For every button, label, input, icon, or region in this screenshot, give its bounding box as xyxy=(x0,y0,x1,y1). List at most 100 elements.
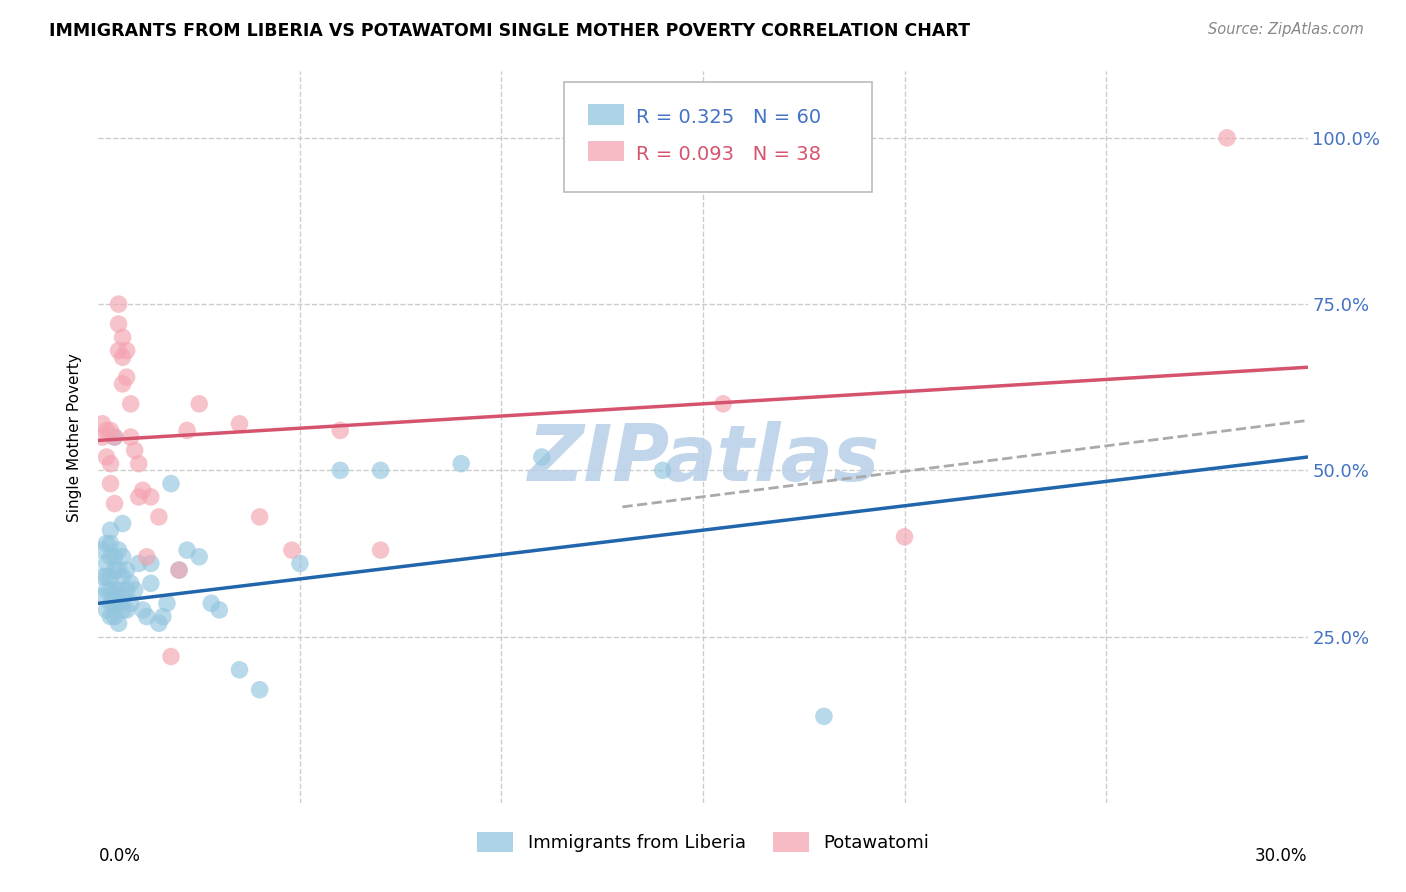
Point xyxy=(103,430,125,444)
Point xyxy=(111,590,134,604)
Point xyxy=(115,603,138,617)
Text: R = 0.325   N = 60: R = 0.325 N = 60 xyxy=(637,108,821,127)
Point xyxy=(107,297,129,311)
Point xyxy=(120,576,142,591)
Point xyxy=(176,543,198,558)
Legend: Immigrants from Liberia, Potawatomi: Immigrants from Liberia, Potawatomi xyxy=(470,825,936,860)
Point xyxy=(370,543,392,558)
Point xyxy=(160,649,183,664)
Point xyxy=(107,563,129,577)
Point xyxy=(96,603,118,617)
Point xyxy=(135,549,157,564)
Point xyxy=(96,424,118,438)
Point xyxy=(115,582,138,597)
Point xyxy=(160,476,183,491)
Point xyxy=(96,450,118,464)
Point xyxy=(128,490,150,504)
Text: 30.0%: 30.0% xyxy=(1256,847,1308,864)
Point xyxy=(450,457,472,471)
Point xyxy=(107,616,129,631)
Point xyxy=(329,424,352,438)
Point xyxy=(100,582,122,597)
Point xyxy=(228,417,250,431)
Point xyxy=(91,430,114,444)
Point xyxy=(152,609,174,624)
Point xyxy=(111,330,134,344)
Point xyxy=(120,430,142,444)
Point xyxy=(96,557,118,571)
Point xyxy=(124,443,146,458)
Point xyxy=(100,536,122,550)
Point xyxy=(176,424,198,438)
Point xyxy=(128,557,150,571)
Point xyxy=(281,543,304,558)
Point xyxy=(813,709,835,723)
Point xyxy=(711,397,734,411)
Point xyxy=(100,523,122,537)
Point xyxy=(132,603,155,617)
Point xyxy=(139,490,162,504)
Text: R = 0.093   N = 38: R = 0.093 N = 38 xyxy=(637,145,821,163)
Point xyxy=(111,603,134,617)
Point xyxy=(107,343,129,358)
Point xyxy=(100,549,122,564)
Point xyxy=(91,570,114,584)
Point xyxy=(128,457,150,471)
Point xyxy=(91,543,114,558)
Point xyxy=(111,351,134,365)
Point xyxy=(96,582,118,597)
Point xyxy=(167,563,190,577)
Point xyxy=(139,557,162,571)
Point xyxy=(188,397,211,411)
Point xyxy=(249,682,271,697)
Point xyxy=(370,463,392,477)
Point xyxy=(188,549,211,564)
Point xyxy=(200,596,222,610)
Point xyxy=(91,417,114,431)
Point xyxy=(124,582,146,597)
Point xyxy=(100,596,122,610)
Point xyxy=(103,497,125,511)
Point xyxy=(103,596,125,610)
Point xyxy=(91,590,114,604)
Point xyxy=(103,549,125,564)
Point xyxy=(288,557,311,571)
Point xyxy=(100,570,122,584)
Text: 0.0%: 0.0% xyxy=(98,847,141,864)
Point xyxy=(208,603,231,617)
Point xyxy=(530,450,553,464)
Bar xyxy=(588,104,624,125)
Point xyxy=(107,317,129,331)
Point xyxy=(100,457,122,471)
Point xyxy=(111,376,134,391)
Point xyxy=(107,596,129,610)
Point xyxy=(156,596,179,610)
Point xyxy=(135,609,157,624)
Point xyxy=(1216,131,1239,145)
Point xyxy=(103,609,125,624)
Point xyxy=(148,616,170,631)
FancyBboxPatch shape xyxy=(564,82,872,192)
Point xyxy=(96,570,118,584)
Text: ZIPatlas: ZIPatlas xyxy=(527,421,879,497)
Point xyxy=(120,397,142,411)
Point xyxy=(249,509,271,524)
Point xyxy=(111,570,134,584)
Point xyxy=(120,596,142,610)
Text: Source: ZipAtlas.com: Source: ZipAtlas.com xyxy=(1208,22,1364,37)
Point xyxy=(100,609,122,624)
Point xyxy=(96,536,118,550)
Point xyxy=(111,549,134,564)
Point xyxy=(115,343,138,358)
Point xyxy=(329,463,352,477)
Point xyxy=(107,543,129,558)
Text: IMMIGRANTS FROM LIBERIA VS POTAWATOMI SINGLE MOTHER POVERTY CORRELATION CHART: IMMIGRANTS FROM LIBERIA VS POTAWATOMI SI… xyxy=(49,22,970,40)
Point xyxy=(132,483,155,498)
Point xyxy=(893,530,915,544)
Point xyxy=(167,563,190,577)
Point xyxy=(103,430,125,444)
Point xyxy=(651,463,673,477)
Point xyxy=(107,582,129,597)
Point xyxy=(228,663,250,677)
Point xyxy=(100,424,122,438)
